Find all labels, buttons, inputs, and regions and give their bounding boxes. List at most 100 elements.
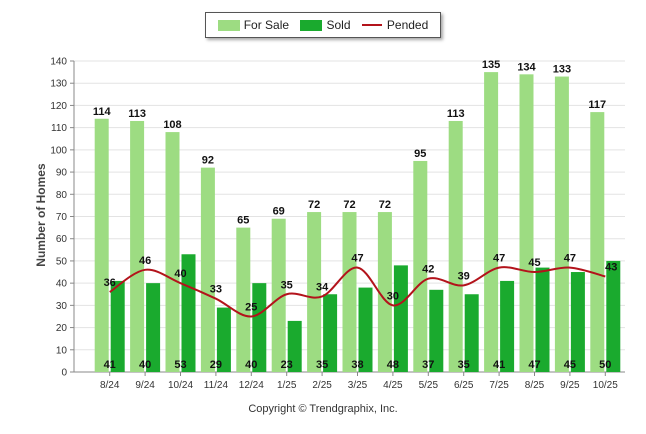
copyright-text: Copyright © Trendgraphix, Inc. [248,403,398,415]
label-pended: 47 [564,253,576,265]
label-for-sale: 113 [447,108,465,120]
label-sold: 37 [422,359,434,371]
y-tick-label: 140 [50,57,67,68]
y-axis-label: Number of Homes [34,163,48,267]
label-sold: 53 [174,359,186,371]
bar-for-sale [590,112,605,372]
bar-for-sale [165,132,180,372]
bar-sold [252,283,267,372]
label-pended: 46 [139,255,151,267]
label-sold: 40 [245,359,257,371]
label-for-sale: 72 [343,199,355,211]
bar-sold [323,294,338,372]
label-sold: 23 [281,359,293,371]
x-tick-label: 8/25 [525,380,545,391]
label-sold: 35 [458,359,470,371]
bar-for-sale [94,118,109,372]
bar-for-sale [130,120,145,372]
label-for-sale: 113 [128,108,146,120]
y-tick-label: 130 [50,79,67,90]
label-sold: 40 [139,359,151,371]
y-tick-label: 60 [56,234,68,245]
bar-for-sale [271,218,286,372]
bar-for-sale [484,72,499,372]
for-sale-swatch [217,19,240,31]
data-labels: 114 41 36 113 40 46 108 53 40 92 29 33 65 40 25 69 23 35 7… [93,59,618,371]
x-tick-label: 10/25 [593,380,618,391]
label-for-sale: 114 [93,106,112,118]
label-for-sale: 134 [517,61,536,73]
label-for-sale: 95 [414,148,426,160]
x-tick-label: 11/24 [204,380,229,391]
pended-swatch [361,24,382,26]
bar-sold [429,289,444,372]
bar-sold [464,294,479,372]
bar-sold [358,287,373,372]
bar-for-sale [236,227,251,372]
label-sold: 47 [528,359,540,371]
legend-label-for-sale: For Sale [243,18,290,32]
x-tick-label: 9/25 [560,380,580,391]
label-for-sale: 135 [482,59,500,71]
x-axis-ticks: 8/24 9/24 10/24 11/24 12/24 1/25 2/25 3/25 4/25 5… [100,372,618,391]
label-sold: 48 [387,359,399,371]
legend-item-for-sale[interactable]: For Sale [217,18,290,32]
bar-for-sale [413,160,428,372]
label-pended: 45 [528,257,540,269]
label-pended: 43 [605,261,617,273]
y-tick-label: 90 [56,168,68,179]
label-pended: 39 [458,270,470,282]
label-for-sale: 117 [588,99,606,111]
label-for-sale: 72 [308,199,320,211]
bar-sold [535,267,550,372]
pended-line [109,266,606,318]
x-tick-label: 8/24 [100,380,120,391]
label-pended: 35 [281,279,293,291]
y-tick-label: 70 [56,212,68,223]
bar-sold [146,283,161,372]
bar-for-sale [307,212,322,372]
label-sold: 29 [210,359,222,371]
y-tick-label: 20 [56,323,68,334]
y-tick-label: 80 [56,190,68,201]
label-for-sale: 92 [202,155,214,167]
x-tick-label: 1/25 [277,380,297,391]
bar-sold [606,260,621,372]
legend-label-sold: Sold [326,18,351,32]
x-tick-label: 9/24 [135,380,155,391]
y-axis-ticks: 0 10 20 30 40 50 60 70 80 90 100 110 120 130 140 [50,57,67,379]
sold-swatch [300,19,323,31]
label-sold: 35 [316,359,328,371]
label-for-sale: 108 [163,119,181,131]
y-tick-label: 110 [51,123,67,134]
bar-for-sale [342,212,357,372]
x-tick-label: 5/25 [419,380,439,391]
label-pended: 47 [351,253,363,265]
x-tick-label: 2/25 [312,380,332,391]
label-pended: 33 [210,284,222,296]
x-tick-label: 4/25 [383,380,403,391]
label-pended: 34 [316,281,329,293]
bar-sold [287,320,302,372]
bar-for-sale [200,167,215,372]
x-tick-label: 10/24 [168,380,193,391]
label-pended: 30 [387,290,399,302]
bar-for-sale [377,212,392,372]
legend: For Sale Sold Pended [205,12,441,38]
label-for-sale: 65 [237,215,249,227]
legend-item-sold[interactable]: Sold [300,18,351,32]
bar-for-sale [519,74,534,372]
bar-sold [110,280,125,372]
y-tick-label: 0 [61,368,67,379]
label-for-sale: 133 [553,64,571,76]
bar-sold [216,307,231,372]
legend-item-pended[interactable]: Pended [361,18,428,32]
bar-sold [570,272,585,372]
label-for-sale: 72 [379,199,391,211]
label-for-sale: 69 [273,206,285,218]
label-sold: 41 [493,359,505,371]
label-sold: 45 [564,359,576,371]
label-pended: 42 [422,264,434,276]
bar-sold [181,254,196,372]
label-pended: 36 [104,277,116,289]
